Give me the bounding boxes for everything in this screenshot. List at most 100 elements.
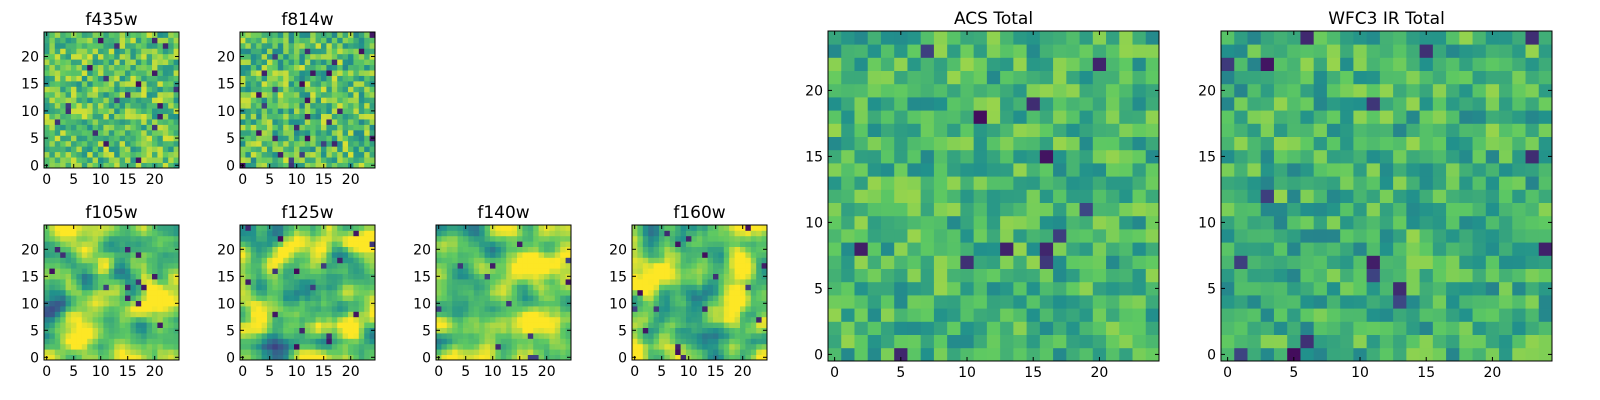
heatmap-cell (920, 123, 935, 137)
heatmap-cell (162, 157, 169, 163)
heatmap-cell (484, 279, 491, 285)
heatmap-cell (1106, 202, 1120, 217)
heatmap-cell (880, 334, 895, 349)
heatmap-cell (463, 241, 469, 247)
heatmap-cell (71, 135, 77, 142)
heatmap-cell (71, 80, 77, 87)
heatmap-cell (648, 235, 654, 242)
heatmap-cell (162, 316, 169, 323)
heatmap-cell (740, 230, 746, 237)
heatmap-cell (119, 273, 126, 280)
heatmap-cell (331, 113, 338, 120)
heatmap-cell (1013, 31, 1027, 45)
heatmap-cell (65, 306, 72, 312)
heatmap-cell (119, 338, 126, 345)
heatmap-cell (108, 97, 115, 104)
heatmap-cell (141, 32, 147, 38)
heatmap-cell (756, 354, 762, 361)
heatmap-cell (125, 75, 131, 82)
heatmap-cell (960, 176, 975, 190)
heatmap-cell (680, 322, 687, 328)
heatmap-cell (1379, 295, 1394, 309)
heatmap-cell (44, 59, 50, 66)
heatmap-cell (1145, 202, 1160, 217)
heatmap-cell (310, 37, 316, 44)
heatmap-cell (565, 225, 572, 231)
heatmap-cell (168, 306, 174, 312)
heatmap-cell (1472, 268, 1487, 283)
heatmap-cell (642, 295, 649, 301)
heatmap-cell (283, 113, 289, 120)
heatmap-cell (511, 235, 518, 242)
heatmap-cell (81, 102, 88, 109)
heatmap-cell (920, 202, 935, 217)
heatmap-cell (173, 268, 180, 274)
heatmap-cell (841, 255, 855, 269)
heatmap-cell (49, 225, 56, 231)
heatmap-cell (1538, 215, 1553, 230)
heatmap-cell (479, 354, 485, 361)
heatmap-cell (1132, 110, 1147, 124)
heatmap-cell (315, 338, 322, 345)
heatmap-cell (659, 349, 665, 355)
heatmap-cell (1366, 202, 1381, 217)
heatmap-cell (294, 157, 300, 163)
heatmap-cell (108, 241, 115, 247)
heatmap-cell (114, 146, 120, 153)
heatmap-cell (522, 284, 529, 291)
heatmap-cell (353, 262, 360, 269)
heatmap-cell (750, 300, 757, 307)
heatmap-cell (162, 162, 169, 169)
heatmap-cell (1419, 308, 1434, 322)
heatmap-cell (304, 225, 311, 231)
heatmap-cell (1221, 255, 1235, 269)
heatmap-cell (146, 124, 153, 131)
heatmap-cell (71, 37, 77, 44)
heatmap-cell (157, 262, 164, 269)
heatmap-cell (538, 349, 545, 355)
heatmap-cell (277, 75, 284, 82)
heatmap-cell (702, 295, 708, 301)
heatmap-cell (533, 262, 539, 269)
heatmap-cell (1026, 136, 1041, 151)
heatmap-cell (87, 91, 93, 98)
heatmap-cell (740, 338, 746, 345)
heatmap-cell (1053, 229, 1067, 243)
heatmap-cell (1538, 321, 1553, 335)
heatmap-cell (304, 119, 311, 125)
heatmap-cell (707, 327, 714, 334)
heatmap-cell (261, 246, 268, 253)
heatmap-cell (261, 327, 268, 334)
y-tick-label: 5 (226, 323, 235, 339)
heatmap-cell (337, 257, 343, 264)
heatmap-cell (745, 262, 752, 269)
heatmap-cell (533, 343, 539, 350)
heatmap-cell (331, 129, 338, 136)
heatmap-cell (353, 97, 360, 104)
heatmap-cell (299, 86, 306, 93)
heatmap-cell (146, 343, 153, 350)
heatmap-cell (353, 289, 360, 296)
heatmap-cell (479, 273, 485, 280)
heatmap-cell (283, 37, 289, 44)
heatmap-cell (691, 295, 698, 301)
heatmap-cell (549, 284, 556, 291)
heatmap-cell (81, 129, 88, 136)
heatmap-cell (696, 252, 703, 258)
heatmap-cell (114, 333, 120, 339)
heatmap-cell (288, 80, 295, 87)
heatmap-cell (560, 300, 566, 307)
heatmap-cell (973, 97, 988, 111)
heatmap-cell (560, 284, 566, 291)
heatmap-cell (1000, 202, 1014, 217)
heatmap-cell (1287, 281, 1301, 296)
heatmap-cell (441, 279, 448, 285)
heatmap-cell (907, 163, 922, 177)
heatmap-cell (108, 327, 115, 334)
heatmap-cell (854, 123, 869, 137)
heatmap-cell (304, 306, 311, 312)
heatmap-cell (272, 157, 279, 163)
heatmap-cell (98, 268, 104, 274)
heatmap-cell (240, 91, 246, 98)
heatmap-cell (342, 257, 349, 264)
